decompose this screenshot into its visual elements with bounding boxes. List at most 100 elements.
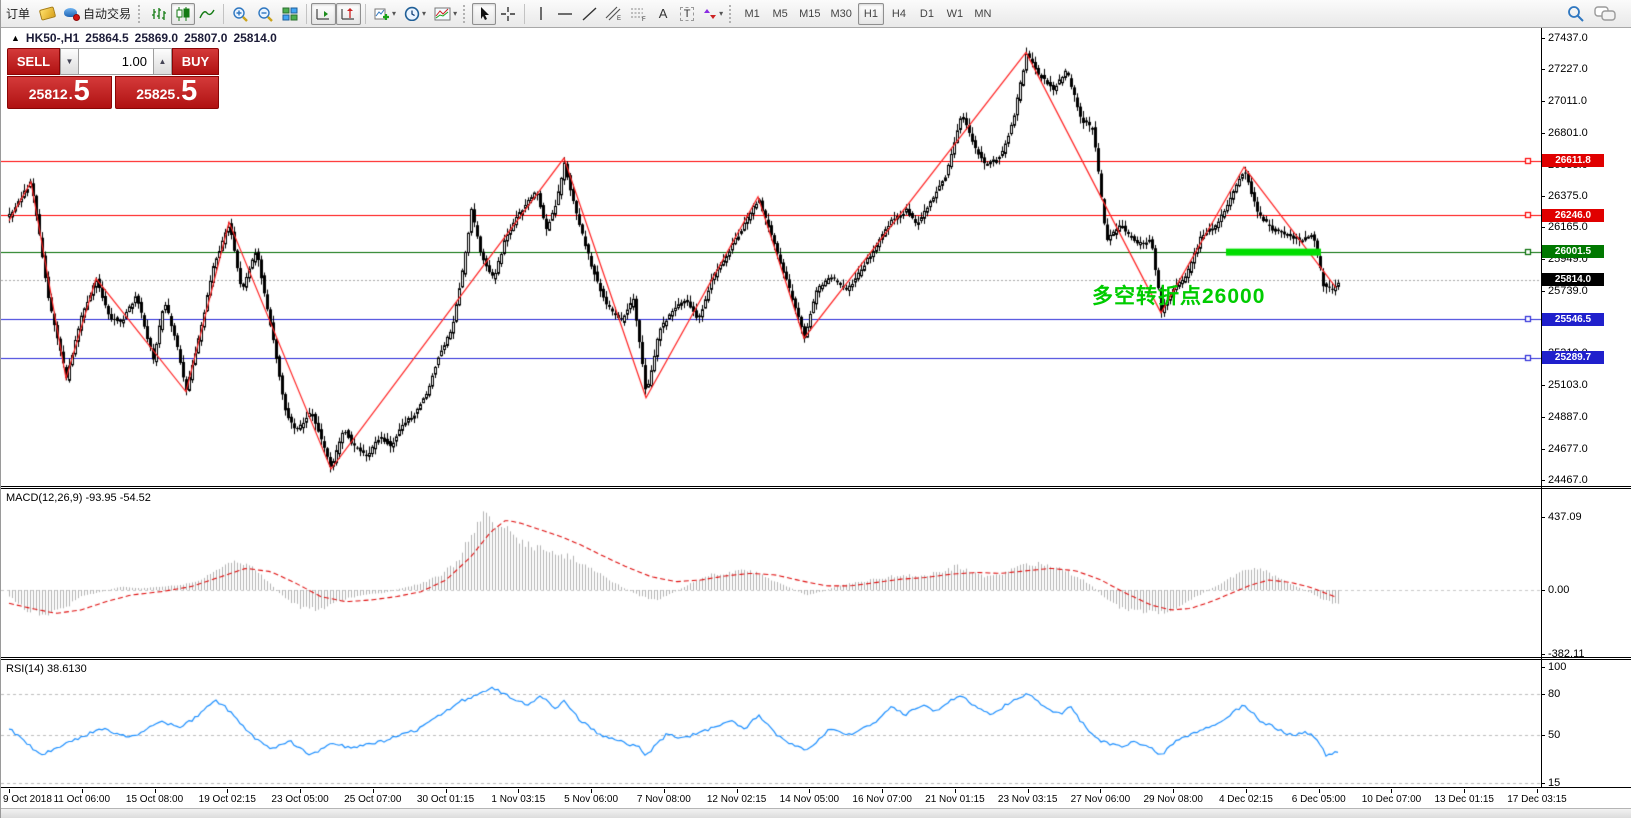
time-tick-mark: [518, 789, 520, 793]
dropdown-arrow-icon: ▾: [453, 9, 458, 18]
time-tick-mark: [591, 789, 593, 793]
templates-button[interactable]: ▾: [430, 3, 461, 25]
price-tick-mark: [1541, 132, 1545, 134]
sell-price-display[interactable]: 25812 . 5: [7, 76, 112, 109]
trendline-button[interactable]: [577, 3, 601, 25]
panel-separator[interactable]: [1, 657, 1631, 658]
collapse-triangle-icon[interactable]: ▲: [11, 33, 20, 43]
panel-separator[interactable]: [1, 486, 1631, 487]
chart-shift-button[interactable]: [336, 2, 362, 25]
time-tick-label: 16 Nov 07:00: [852, 794, 912, 805]
fibonacci-icon: F: [631, 8, 646, 21]
order-button[interactable]: 订单: [6, 7, 31, 21]
timeframe-d1-button[interactable]: D1: [919, 7, 934, 20]
ohlc-open: 25864.5: [85, 31, 129, 45]
horizontal-line-icon: [558, 12, 573, 15]
level-price-label: 26246.0: [1542, 208, 1604, 222]
new-order-button[interactable]: [35, 3, 59, 25]
vertical-line-button[interactable]: [529, 3, 553, 25]
auto-trading-label: 自动交易: [83, 7, 132, 21]
chat-icon[interactable]: [1594, 5, 1616, 22]
indicators-button[interactable]: ▾: [370, 3, 400, 25]
search-icon[interactable]: [1567, 5, 1584, 22]
arrows-icon: [704, 8, 717, 19]
current-price-label: 25814.0: [1542, 273, 1604, 287]
fibonacci-button[interactable]: F: [626, 3, 651, 25]
time-axis[interactable]: 9 Oct 2018 11 Oct 06:00 15 Oct 08:00 19 Oct…: [1, 789, 1631, 808]
auto-scroll-button[interactable]: [311, 2, 337, 25]
volume-down-button[interactable]: ▼: [60, 48, 79, 75]
arrows-button[interactable]: ▾: [699, 3, 727, 25]
price-tick-mark: [1541, 480, 1545, 481]
sell-button[interactable]: SELL: [7, 48, 60, 75]
dropdown-arrow-icon: ▾: [719, 9, 724, 18]
time-tick-label: 14 Nov 05:00: [779, 794, 840, 805]
panel-separator[interactable]: [1, 659, 1631, 660]
new-order-icon: [38, 6, 56, 21]
macd-chart-canvas[interactable]: [1, 489, 1541, 657]
timeframe-m15-button[interactable]: M15: [799, 7, 821, 20]
rsi-tick-label: 80: [1548, 688, 1561, 701]
time-tick-mark: [1537, 789, 1538, 793]
zoom-out-button[interactable]: [253, 3, 278, 25]
auto-trading-button[interactable]: 自动交易: [59, 3, 136, 25]
bar-chart-button[interactable]: [147, 3, 171, 25]
channel-icon: E: [605, 6, 621, 21]
timeframe-w1-button[interactable]: W1: [946, 7, 964, 20]
dropdown-arrow-icon: ▾: [392, 9, 397, 18]
periods-button[interactable]: ▾: [400, 3, 430, 25]
toolbar-separator: [524, 3, 526, 24]
horizontal-line-button[interactable]: [553, 3, 577, 25]
chart-shift-icon: [341, 7, 355, 20]
price-tick-label: 27011.0: [1548, 95, 1587, 108]
timeframe-m30-button[interactable]: M30: [830, 7, 852, 20]
level-price-label: 26001.5: [1542, 245, 1604, 259]
indicators-icon: [374, 8, 390, 20]
volume-up-button[interactable]: ▲: [153, 48, 172, 75]
time-tick-mark: [663, 789, 665, 793]
price-tick-label: 26801.0: [1548, 126, 1588, 139]
bar-chart-icon: [152, 7, 167, 20]
vertical-line-icon: [540, 7, 542, 20]
cursor-button[interactable]: [472, 2, 497, 25]
volume-input[interactable]: [79, 48, 153, 75]
buy-button[interactable]: BUY: [172, 48, 219, 75]
panel-separator[interactable]: [1, 488, 1631, 489]
candlestick-chart-button[interactable]: [171, 2, 196, 25]
rsi-label: RSI(14) 38.6130: [6, 663, 87, 675]
rsi-tick-label: 100: [1548, 661, 1567, 673]
equidistant-channel-button[interactable]: E: [601, 3, 626, 25]
crosshair-button[interactable]: [496, 3, 520, 25]
timeframe-h4-button[interactable]: H4: [891, 7, 906, 20]
clock-icon: [404, 6, 420, 21]
timeframe-mn-button[interactable]: MN: [974, 7, 992, 20]
toolbar-separator: [306, 3, 308, 24]
level-price-label: 25289.7: [1542, 351, 1604, 365]
price-chart-canvas[interactable]: [1, 28, 1541, 486]
price-tick-mark: [1541, 417, 1545, 419]
time-tick-label: 17 Dec 03:15: [1507, 794, 1567, 805]
line-chart-icon: [199, 9, 215, 18]
svg-text:F: F: [642, 17, 646, 21]
rsi-chart-canvas[interactable]: [1, 660, 1541, 787]
line-chart-button[interactable]: [195, 3, 219, 25]
toolbar-grip: [729, 4, 734, 23]
price-tick-label: 24467.0: [1548, 474, 1588, 486]
time-tick-label: 6 Dec 05:00: [1291, 794, 1346, 805]
chart-symbol: HK50-,H1: [25, 31, 80, 45]
toolbar-grip: [463, 4, 468, 23]
time-tick-mark: [809, 789, 811, 793]
chart-annotation-text[interactable]: 多空转折点26000: [1092, 285, 1266, 308]
text-button[interactable]: A: [658, 6, 668, 21]
timeframe-m1-button[interactable]: M1: [744, 7, 760, 20]
time-tick-label: 1 Nov 03:15: [491, 794, 546, 805]
timeframe-h1-button[interactable]: H1: [857, 2, 884, 25]
tile-windows-button[interactable]: [278, 3, 302, 25]
buy-price-display[interactable]: 25825 . 5: [114, 76, 219, 109]
crosshair-icon: [501, 6, 516, 21]
status-bar: [1, 808, 1631, 818]
timeframe-m5-button[interactable]: M5: [772, 7, 788, 20]
zoom-in-button[interactable]: [228, 3, 253, 25]
price-axis-line: [1541, 28, 1542, 788]
text-label-button[interactable]: T: [675, 3, 699, 25]
